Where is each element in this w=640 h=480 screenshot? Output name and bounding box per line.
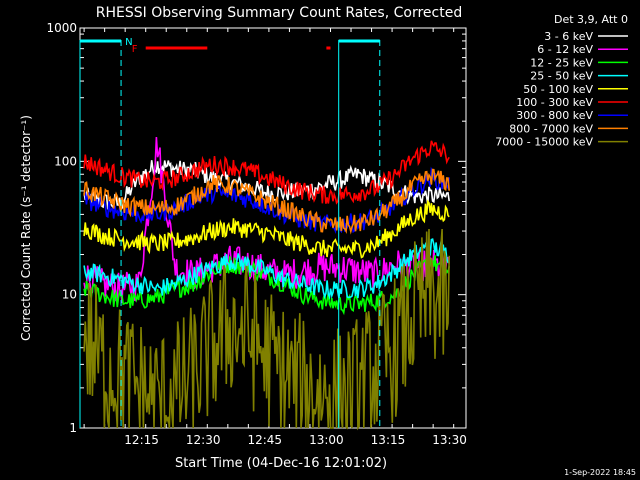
- legend-label: 50 - 100 keV: [523, 83, 593, 96]
- flag-bar-label: F: [132, 44, 138, 55]
- series-line-800-7000-kev: [83, 168, 450, 235]
- legend-label: 7000 - 15000 keV: [495, 136, 593, 149]
- y-tick-label: 100: [54, 154, 77, 168]
- x-axis-label: Start Time (04-Dec-16 12:01:02): [175, 456, 387, 471]
- datestamp: 1-Sep-2022 18:45: [564, 468, 636, 477]
- x-tick-label: 12:15: [124, 433, 159, 447]
- x-tick-label: 13:00: [309, 433, 344, 447]
- legend-label: 300 - 800 keV: [516, 109, 593, 122]
- series-line-7000-15000-kev: [83, 228, 450, 431]
- legend-label: 100 - 300 keV: [516, 96, 593, 109]
- series-line-50-100-kev: [83, 199, 450, 259]
- legend-label: 25 - 50 keV: [530, 70, 593, 83]
- chart-title: RHESSI Observing Summary Count Rates, Co…: [96, 5, 462, 21]
- y-tick-label: 1000: [46, 21, 77, 35]
- legend-header: Det 3,9, Att 0: [554, 13, 628, 26]
- x-tick-label: 12:45: [247, 433, 282, 447]
- series-line-100-300-kev: [83, 140, 450, 205]
- y-axis-label: Corrected Count Rate (s⁻¹ detector⁻¹): [19, 115, 33, 341]
- x-tick-label: 13:15: [371, 433, 406, 447]
- series-line-25-50-kev: [83, 238, 450, 300]
- x-tick-label: 12:30: [186, 433, 221, 447]
- y-tick-label: 10: [62, 288, 77, 302]
- night-bar-label: N: [125, 37, 132, 48]
- legend-label: 6 - 12 keV: [537, 43, 593, 56]
- y-tick-label: 1: [69, 421, 77, 435]
- legend-label: 12 - 25 keV: [530, 56, 593, 69]
- legend-label: 3 - 6 keV: [544, 30, 593, 43]
- x-tick-label: 13:30: [432, 433, 467, 447]
- legend-label: 800 - 7000 keV: [509, 122, 593, 135]
